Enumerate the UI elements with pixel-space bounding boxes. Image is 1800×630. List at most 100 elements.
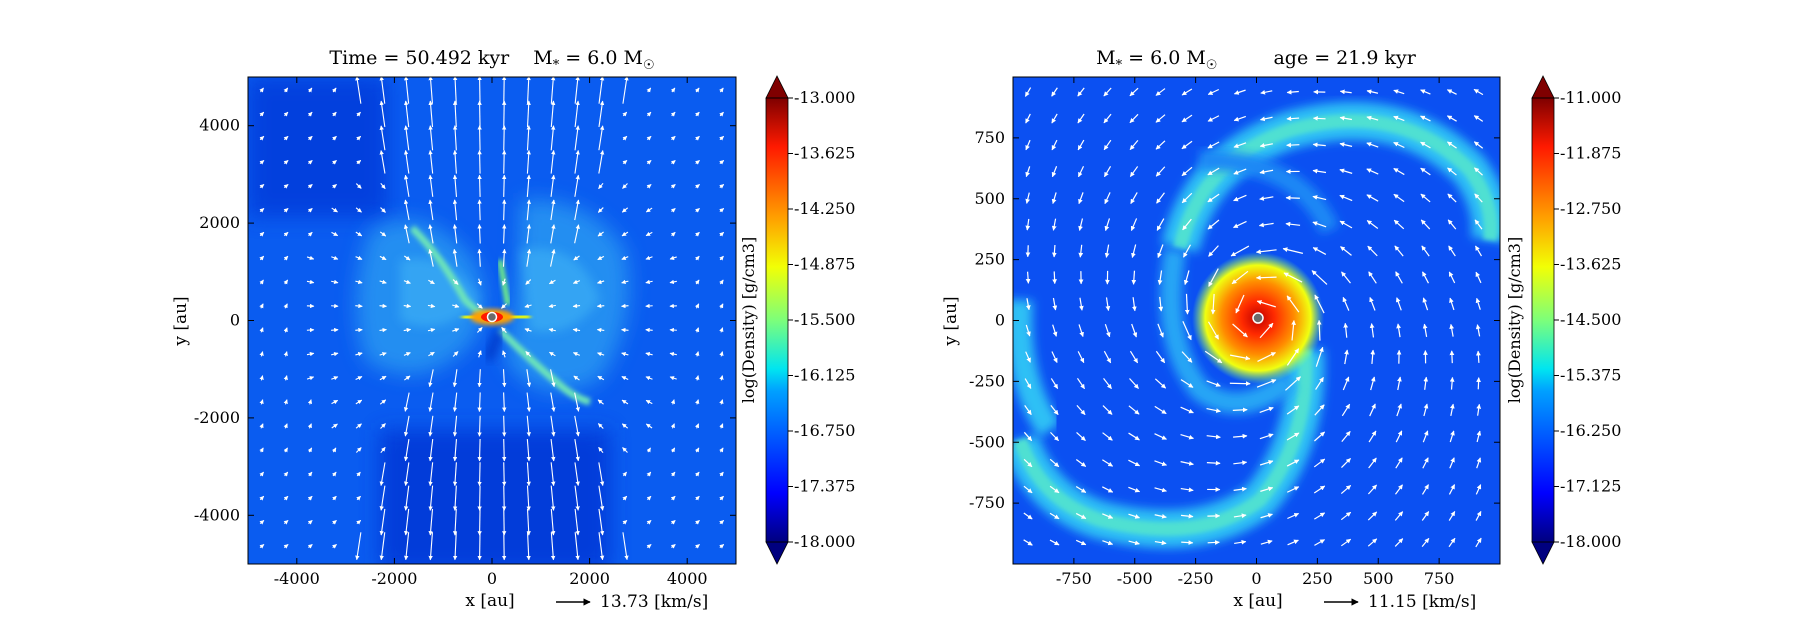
velocity-arrow (259, 159, 265, 165)
velocity-arrow (283, 471, 289, 477)
velocity-arrow (1075, 539, 1087, 546)
velocity-arrow (622, 159, 628, 165)
velocity-arrow (694, 111, 700, 117)
velocity-arrow (403, 392, 410, 412)
velocity-arrow (331, 423, 338, 429)
velocity-arrow (1291, 320, 1296, 341)
velocity-arrow (1256, 300, 1276, 308)
velocity-arrow (379, 255, 387, 261)
velocity-arrow (1420, 167, 1431, 176)
velocity-arrow (1130, 218, 1138, 232)
panel-2-colorbar: -11.000 -11.875 -12.750 -13.625 -14.500 -15.3… (1505, 75, 1621, 565)
velocity-arrow (574, 199, 580, 221)
velocity-arrow (1448, 537, 1456, 548)
velocity-arrow (1129, 166, 1139, 177)
velocity-arrow (1312, 168, 1327, 174)
x-tick-label: 0 (487, 569, 497, 588)
velocity-arrow (1051, 192, 1057, 204)
velocity-arrow (574, 508, 580, 536)
velocity-arrow (1369, 297, 1376, 311)
velocity-arrow (1052, 324, 1058, 337)
velocity-arrow (283, 543, 289, 549)
velocity-arrow (1181, 88, 1193, 96)
velocity-arrow (1286, 432, 1300, 441)
colorbar-tick-label: -11.875 (1560, 144, 1621, 163)
velocity-arrow (283, 495, 289, 501)
velocity-arrow (283, 184, 289, 189)
velocity-arrow (1286, 295, 1300, 313)
velocity-arrow (1157, 323, 1164, 338)
velocity-arrow (526, 369, 532, 388)
velocity-arrow (1286, 486, 1300, 493)
velocity-arrow (283, 159, 289, 165)
velocity-arrow (502, 350, 507, 358)
velocity-arrow (694, 303, 700, 309)
velocity-arrow (1260, 89, 1273, 95)
velocity-arrow (1155, 114, 1166, 123)
velocity-arrow (1024, 378, 1032, 389)
panel-2-velocity-key-label: 11.15 [km/s] (1368, 592, 1476, 612)
velocity-arrow (307, 184, 313, 189)
velocity-arrow (646, 495, 652, 501)
velocity-arrow (379, 303, 387, 309)
velocity-arrow (1049, 539, 1060, 546)
velocity-arrow (355, 447, 362, 453)
velocity-arrow (645, 351, 653, 357)
velocity-arrow (1259, 460, 1274, 466)
velocity-arrow (526, 125, 531, 151)
velocity-arrow (283, 135, 289, 141)
velocity-arrow (621, 255, 629, 260)
velocity-arrow (1154, 540, 1167, 546)
velocity-arrow (476, 303, 483, 309)
velocity-arrow (1447, 219, 1457, 230)
velocity-arrow (1283, 272, 1303, 283)
velocity-arrow (719, 87, 724, 93)
velocity-arrow (1339, 89, 1352, 95)
velocity-arrow (1422, 297, 1429, 311)
velocity-arrow (477, 174, 482, 197)
velocity-arrow (259, 184, 265, 189)
velocity-arrow (1446, 89, 1457, 95)
velocity-arrow (1050, 378, 1059, 390)
velocity-arrow (526, 100, 531, 128)
velocity-arrow (452, 174, 458, 197)
velocity-arrow (259, 111, 265, 117)
velocity-arrow (597, 279, 605, 284)
velocity-arrow (477, 278, 482, 286)
velocity-arrow (403, 224, 410, 244)
velocity-arrow (283, 111, 289, 117)
x-tick-label: -500 (1117, 569, 1153, 588)
velocity-arrow (1128, 432, 1140, 441)
velocity-arrow (403, 415, 410, 437)
velocity-arrow (574, 100, 580, 128)
velocity-arrow (1102, 513, 1114, 519)
velocity-arrow (645, 399, 653, 405)
velocity-arrow (1233, 513, 1247, 519)
velocity-arrow (646, 135, 652, 141)
velocity-arrow (1368, 457, 1377, 469)
colorbar-tick-label: -11.000 (1560, 88, 1621, 107)
velocity-arrow (695, 495, 700, 501)
velocity-arrow (1234, 539, 1247, 545)
velocity-arrow (403, 279, 411, 284)
velocity-arrow (452, 462, 458, 487)
velocity-arrow (621, 352, 629, 357)
velocity-arrow (1051, 166, 1058, 178)
velocity-arrow (526, 77, 531, 104)
velocity-arrow (670, 423, 675, 429)
velocity-arrow (719, 135, 725, 141)
velocity-arrow (332, 543, 337, 549)
y-tick-label: 2000 (199, 213, 240, 232)
velocity-arrow (1476, 403, 1482, 416)
velocity-arrow (379, 150, 386, 174)
velocity-arrow (1312, 247, 1327, 255)
velocity-arrow (428, 279, 435, 285)
velocity-arrow (1180, 513, 1194, 519)
velocity-arrow (1422, 430, 1429, 443)
velocity-arrow (1312, 116, 1326, 121)
velocity-arrow (1448, 245, 1456, 257)
velocity-arrow (355, 207, 362, 213)
velocity-arrow (259, 303, 264, 309)
velocity-arrow (502, 248, 507, 267)
velocity-arrow (670, 135, 676, 141)
